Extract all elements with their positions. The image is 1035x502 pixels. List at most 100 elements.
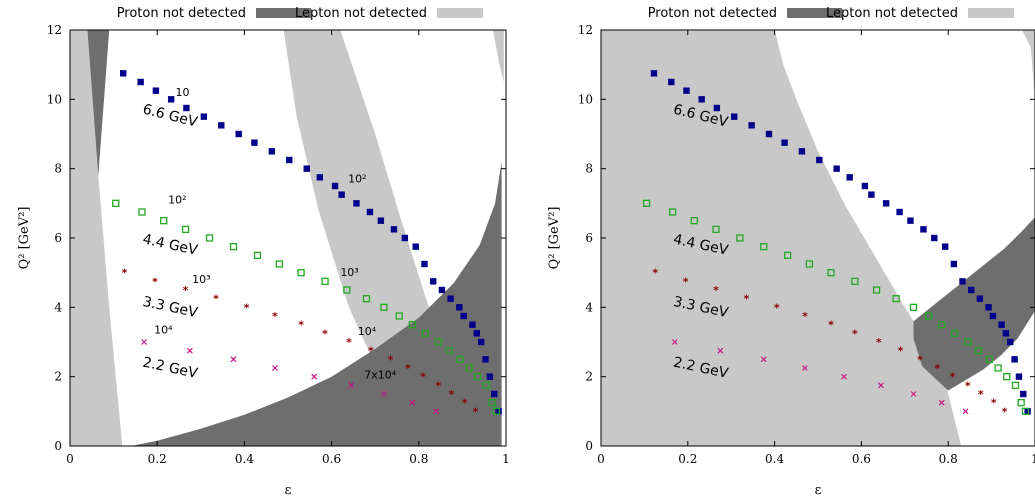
right-lepton-region-0 [601, 30, 962, 446]
left-ytick-label-6: 12 [47, 23, 62, 37]
left-series-0-point-5 [200, 113, 208, 120]
left-series-2-point-6: * [298, 319, 304, 332]
right-series-3-point-6 [910, 391, 917, 397]
left-xtick-label-2: 0.4 [235, 452, 254, 466]
left-series-2-point-7: * [322, 327, 328, 340]
right-series-3-point-8 [962, 408, 969, 415]
right-exclusion-regions [601, 30, 1035, 446]
left-series-1-point-5 [229, 243, 238, 251]
left-ytick-label-4: 8 [54, 162, 62, 176]
left-series-3-point-0 [141, 339, 148, 345]
right-proton-region-0 [913, 217, 1035, 391]
right-series-2-point-5: * [802, 310, 808, 323]
right-series-0-point-0 [650, 70, 658, 77]
right-series-2-point-8: * [876, 336, 882, 349]
left-series-0-point-21 [421, 260, 428, 268]
left-annotation-11: 7x10⁴ [364, 368, 397, 381]
left-series-1-point-1 [138, 208, 146, 216]
left-series-1-point-16 [434, 338, 443, 346]
right-series-0-point-4 [713, 104, 721, 112]
left-series-1-point-19 [465, 364, 473, 372]
left-series-2-point-12: * [420, 371, 426, 384]
right-series-2-point-9: * [898, 345, 904, 358]
right-series-2-point-10: * [917, 353, 923, 366]
right-series-0-point-19 [931, 234, 938, 242]
right-series-0-point-30 [1011, 356, 1018, 363]
left-exclusion-regions [70, 30, 504, 446]
left-series-1-point-17 [445, 347, 453, 355]
left-series-1-point-3 [181, 225, 190, 233]
right-series-0-point-14 [868, 191, 875, 198]
right-series-0-point-5 [731, 113, 738, 120]
right-series-0-point-26 [989, 312, 997, 320]
left-series-2-point-0: * [122, 267, 128, 280]
left-series-3-point-4 [311, 373, 318, 380]
right-series-0-point-3 [698, 96, 705, 103]
right-series-2-point-12: * [950, 371, 956, 384]
left-series-3-point-2 [230, 356, 237, 363]
left-series-0-point-27 [469, 321, 476, 328]
right-series-1-point-3 [712, 225, 720, 233]
left-series-0-point-23 [438, 286, 446, 294]
left-series-1-point-8 [297, 269, 305, 277]
left-series-2-point-16: * [473, 405, 479, 418]
right-series-1-point-22 [1017, 399, 1025, 407]
right-series-1-point-1 [668, 208, 677, 216]
left-series-2-point-2: * [183, 284, 189, 297]
left-series-2-point-8: * [346, 336, 352, 349]
left-series-1-point-18 [456, 355, 464, 363]
right-series-0-point-2 [683, 87, 690, 94]
left-annotation-2: 4.4 GeV [141, 231, 199, 258]
left-series-1-point-7 [275, 260, 283, 268]
left-annotation-1: 10 [176, 86, 190, 99]
left-series-0-point-6 [218, 122, 225, 129]
left-series-1-point-12 [380, 303, 388, 311]
left-series-0-point-18 [390, 226, 398, 233]
left-series-3-point-7 [409, 399, 416, 406]
left-annotation-9: 10³ [340, 266, 358, 279]
right-series-0-point-27 [998, 321, 1005, 328]
right-series-1-point-12 [909, 303, 918, 311]
left-annotation-4: 3.3 GeV [141, 294, 199, 321]
left-data-series: * * * * * * * * * * * * * * * * * [112, 70, 502, 418]
left-series-0-point-20 [412, 243, 419, 250]
left-x-axis-label: ε [285, 483, 292, 498]
right-series-0-point-17 [907, 217, 914, 224]
right-data-series: * * * * * * * * * * * * * * * * * [642, 70, 1031, 418]
right-series-1-point-8 [827, 269, 835, 277]
left-series-0-point-0 [119, 70, 127, 77]
right-series-0-point-13 [861, 182, 869, 190]
left-legend-proton-swatch [256, 8, 311, 18]
left-annotation-10: 10⁴ [358, 325, 377, 338]
right-ytick-label-3: 6 [585, 231, 593, 245]
right-series-1-point-16 [964, 338, 972, 346]
left-series-1-point-6 [253, 251, 262, 259]
left-series-1-point-2 [160, 217, 168, 225]
left-series-0-point-15 [353, 200, 360, 207]
left-ytick-label-5: 10 [47, 92, 62, 106]
left-lepton-region-0 [70, 30, 123, 446]
right-xtick-label-1: 0.2 [678, 452, 697, 466]
left-series-1-point-10 [343, 286, 351, 294]
right-series-3-point-0 [671, 339, 678, 345]
left-series-1-point-20 [474, 373, 482, 381]
right-legend-lepton-label: Lepton not detected [826, 6, 958, 21]
left-series-1-point-0 [112, 199, 120, 207]
right-series-2-point-2: * [713, 284, 719, 297]
left-series-2-point-14: * [449, 388, 455, 401]
right-series-1-point-6 [783, 251, 792, 259]
left-series-0-point-25 [456, 304, 463, 311]
left-series-1-point-9 [321, 277, 329, 285]
left-series-0-point-13 [331, 182, 339, 190]
right-legend-lepton-swatch [968, 8, 1014, 18]
left-series-2-point-10: * [388, 353, 394, 366]
left-series-2-point-5: * [272, 310, 278, 323]
left-series-1-point-21 [482, 381, 491, 389]
left-series-3-point-5 [348, 382, 355, 389]
left-series-0-point-32 [491, 390, 498, 398]
left-legend-lepton-label: Lepton not detected [295, 6, 427, 21]
left-series-0-point-17 [377, 217, 385, 224]
